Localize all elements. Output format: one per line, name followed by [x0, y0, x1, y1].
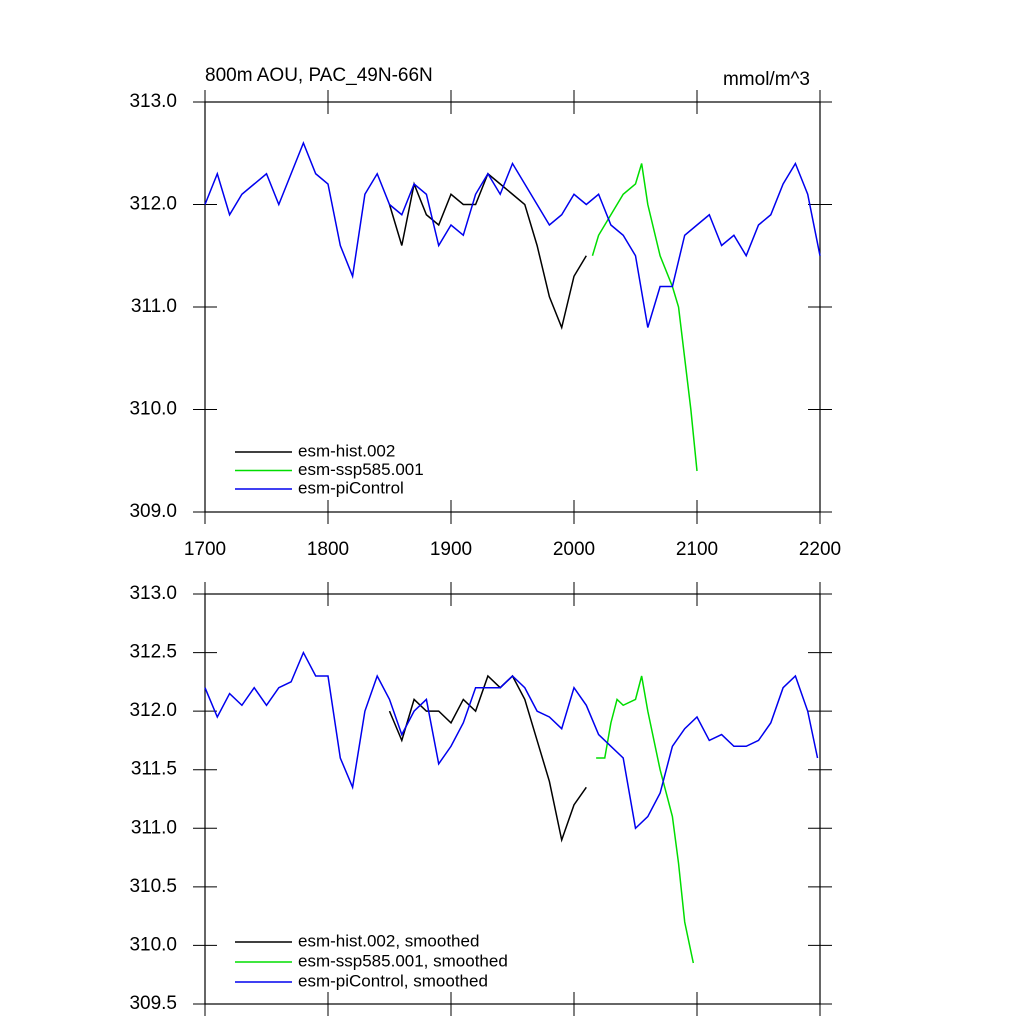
series-line	[388, 674, 587, 843]
legend-label: esm-hist.002	[298, 441, 395, 460]
y-tick-label: 310.0	[129, 934, 177, 955]
x-tick-label: 2100	[676, 539, 718, 560]
x-tick-label: 1700	[184, 539, 226, 560]
legend-label: esm-hist.002, smoothed	[298, 931, 479, 950]
series-line	[388, 172, 587, 330]
y-tick-label: 313.0	[129, 583, 177, 604]
y-tick-label: 309.5	[129, 993, 177, 1014]
y-tick-label: 312.5	[129, 642, 177, 663]
legend-label: esm-piControl	[298, 478, 404, 497]
y-tick-label: 313.0	[129, 91, 177, 112]
series-line	[204, 650, 819, 830]
chart-title: 800m AOU, PAC_49N-66N	[205, 65, 433, 86]
y-tick-label: 312.0	[129, 700, 177, 721]
y-tick-label: 311.0	[131, 817, 177, 838]
legend-label: esm-ssp585.001	[298, 460, 424, 479]
series-line	[204, 140, 821, 328]
x-tick-label: 1800	[307, 539, 349, 560]
y-tick-label: 312.0	[129, 194, 177, 215]
series-line	[591, 163, 698, 472]
y-tick-label: 310.5	[129, 876, 177, 897]
x-tick-label: 2200	[799, 539, 841, 560]
y-tick-label: 310.0	[129, 399, 177, 420]
y-tick-label: 311.0	[131, 296, 177, 317]
legend-label: esm-ssp585.001, smoothed	[298, 951, 508, 970]
y-tick-label: 311.5	[131, 759, 177, 780]
x-tick-label: 1900	[430, 539, 472, 560]
units-label: mmol/m^3	[723, 69, 810, 90]
y-tick-label: 309.0	[129, 501, 177, 522]
legend-label: esm-piControl, smoothed	[298, 971, 488, 990]
x-tick-label: 2000	[553, 539, 595, 560]
series-line	[596, 675, 695, 964]
plot-frame	[204, 593, 821, 1005]
